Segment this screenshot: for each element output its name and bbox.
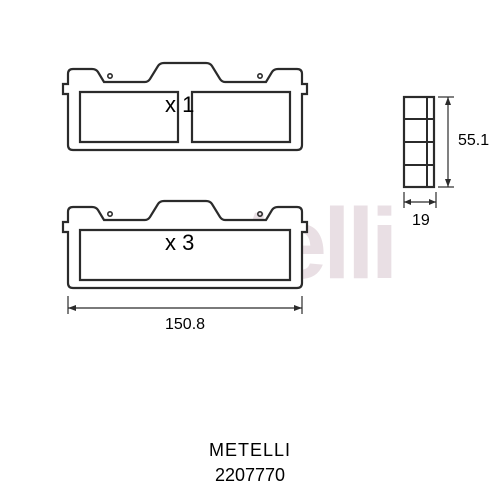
side-view-svg (402, 95, 436, 189)
dim-height-label: 55.1 (458, 132, 489, 150)
side-view (402, 95, 436, 189)
qty-label-top: x 1 (165, 92, 194, 118)
footer: METELLI 2207770 (0, 440, 500, 486)
qty-label-bottom: x 3 (165, 230, 194, 256)
dim-width-label: 150.8 (165, 316, 205, 334)
brand-label: METELLI (0, 440, 500, 461)
part-number: 2207770 (0, 465, 500, 486)
diagram-canvas: metelli x 1 x 3 150.8 (0, 0, 500, 500)
dim-thickness-label: 19 (412, 212, 430, 230)
